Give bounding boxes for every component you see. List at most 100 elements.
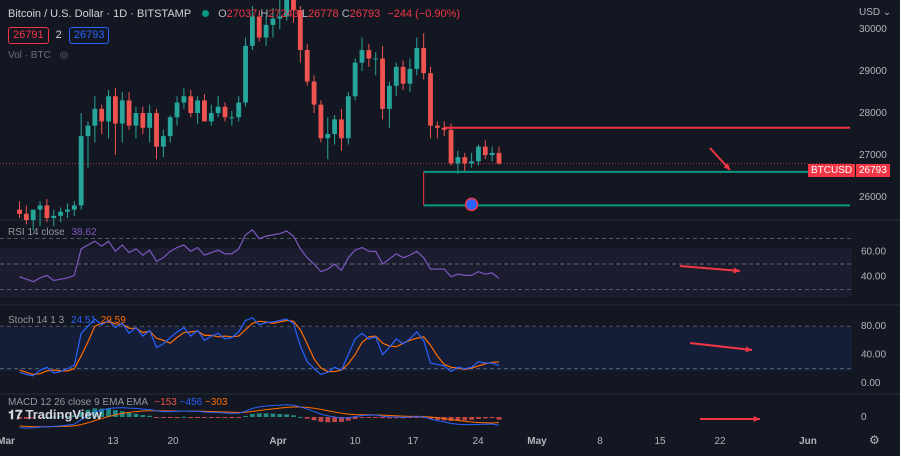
macd-histogram-bar [380,417,385,419]
candle-body [147,113,153,128]
rsi-arrow [679,265,741,272]
price-tick-label: 27000 [859,150,887,161]
candle-body [51,215,57,218]
macd-histogram-bar [78,412,84,417]
macd-histogram-bar [106,408,111,417]
ohlc-high-label: H [260,8,269,20]
price-arrow-head [723,163,730,170]
macd-histogram-bar [455,417,461,421]
macd-line-value: −456 [179,397,203,408]
macd-histogram-bar [236,417,242,418]
time-tick-label: 17 [407,436,419,447]
macd-histogram-bar [174,417,180,418]
macd-histogram-bar [304,417,310,419]
tradingview-logo[interactable]: 𝟏𝟕 TradingView [8,407,102,423]
candle-body [345,96,351,139]
rsi-legend[interactable]: RSI 14 close 38.62 [8,227,97,238]
candle-body [434,125,440,128]
candle-body [58,211,63,216]
candle-body [113,96,118,124]
tradingview-logo-text: TradingView [25,407,102,422]
macd-histogram-bar [393,417,399,419]
ohlc-high: 27243 [268,8,299,20]
time-tick-label: Jun [799,436,817,447]
candle-body [318,104,324,139]
bid-box[interactable]: 26791 [8,27,49,44]
candle-body [85,125,91,137]
macd-histogram-bar [496,417,502,420]
macd-histogram-bar [92,408,98,417]
stoch-arrow-head [745,346,752,353]
axes-layer: 300002900028000270002600060.0040.0080.00… [0,24,887,447]
ask-box[interactable]: 26793 [68,27,110,44]
macd-histogram-bar [297,416,303,418]
macd-histogram-bar [339,417,344,422]
macd-histogram-bar [133,413,139,417]
rsi-band-bg [0,248,852,297]
stoch-pane [0,316,852,377]
macd-histogram-bar [126,412,132,417]
macd-histogram-bar [208,417,214,418]
settings-gear-icon[interactable]: ⚙ [869,433,880,447]
macd-histogram-bar [311,417,317,421]
macd-histogram-bar [469,417,474,420]
macd-histogram-bar [119,411,125,417]
macd-histogram-bar [325,417,331,423]
stoch-k-line [19,316,500,377]
candle-body [304,50,310,82]
candle-body [99,108,105,122]
candle-body [407,68,413,84]
macd-histogram-bar [318,417,324,422]
macd-histogram-bar [202,417,207,418]
price-change: −244 (−0.90%) [387,8,461,20]
candle-body [30,209,36,221]
macd-histogram-bar [181,416,187,418]
macd-histogram-bar [243,416,248,418]
price-tick-label: 29000 [859,66,887,77]
candle-body [181,96,187,103]
macd-histogram-bar [23,417,29,419]
time-tick-label: 15 [654,436,666,447]
rsi-line [19,228,500,283]
candle-body [126,100,132,126]
macd-histogram-bar [373,417,379,418]
stoch-legend[interactable]: Stoch 14 1 3 24.51 29.59 [8,315,126,326]
macd-arrow-head [753,415,760,423]
macd-legend[interactable]: MACD 12 26 close 9 EMA EMA −153 −456 −30… [8,397,227,408]
candle-body [489,152,495,156]
time-tick-label: 22 [714,436,726,447]
candle-body [243,45,248,103]
macd-histogram-bar [58,416,63,418]
candle-body [469,161,474,164]
macd-histogram-bar [387,417,392,419]
stoch-name: Stoch 14 1 3 [8,315,65,326]
macd-histogram-bar [37,417,43,418]
price-tick-label: 30000 [859,24,887,35]
candle-body [71,205,77,210]
candle-body [44,205,50,218]
macd-pane [17,404,502,429]
macd-histogram-bar [256,413,262,417]
tradingview-logo-icon: 𝟏𝟕 [8,407,23,422]
time-tick-label: 24 [472,436,484,447]
candle-body [284,0,290,17]
candle-body [421,47,427,74]
symbol-title[interactable]: Bitcoin / U.S. Dollar · 1D · BITSTAMP [8,8,191,20]
candle-body [119,100,125,124]
candle-body [476,146,481,162]
macd-signal-value: −303 [204,397,228,408]
market-status-dot [202,10,210,17]
stoch-tick-label: 0.00 [861,378,881,389]
macd-line [19,404,500,429]
currency-selector[interactable]: USD ⌄ [859,7,891,18]
time-tick-label: Mar [0,436,15,447]
annotation-layer [423,126,850,423]
bid-ask-row: 26791 2 26793 [8,27,110,44]
chevron-down-icon: ⌄ [882,7,892,18]
rsi-tick-label: 40.00 [861,272,886,283]
candle-body [263,24,269,38]
candle-body [174,102,180,118]
candle-body [195,100,200,114]
eye-hidden-icon[interactable]: ◎ [59,50,69,61]
